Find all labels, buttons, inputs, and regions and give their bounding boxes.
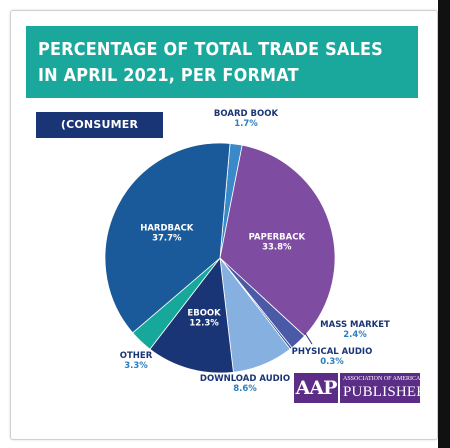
right-edge-shadow <box>438 0 450 448</box>
slice-value-paperback: 33.8% <box>262 242 292 252</box>
chart-title-line-2: IN APRIL 2021, PER FORMAT <box>38 66 299 86</box>
slice-label-ebook: EBOOK <box>187 309 221 319</box>
pie-slice-ebook <box>149 256 234 374</box>
slice-label-hardback: HARDBACK <box>140 224 194 234</box>
slice-value-mass-market: 2.4% <box>343 330 367 340</box>
slice-label-download-audio: DOWNLOAD AUDIO <box>200 374 290 384</box>
leader-line-physical-audio <box>304 332 313 345</box>
slice-label-paperback: PAPERBACK <box>249 232 306 242</box>
aap-logo-name: ASSOCIATION OF AMERICAN PUBLISHERS <box>340 373 435 403</box>
pie-slices <box>104 142 336 374</box>
slice-label-other: OTHER <box>120 351 153 361</box>
slice-value-ebook: 12.3% <box>189 319 219 329</box>
slice-value-other: 3.3% <box>124 361 148 371</box>
slice-label-board-book: BOARD BOOK <box>214 109 279 119</box>
slice-value-board-book: 1.7% <box>234 119 258 129</box>
pie-slice-hardback <box>104 142 231 334</box>
slice-value-hardback: 37.7% <box>152 234 182 244</box>
chart-subtitle: (CONSUMER BOOKS) <box>36 112 163 157</box>
pie-slice-paperback <box>219 144 336 337</box>
slice-value-download-audio: 8.6% <box>233 384 257 394</box>
slice-label-mass-market: MASS MARKET <box>320 320 390 330</box>
chart-title-line-1: PERCENTAGE OF TOTAL TRADE SALES <box>38 40 383 60</box>
aap-logo-name-line-1: ASSOCIATION OF AMERICAN <box>343 376 425 382</box>
aap-logo: AAP ASSOCIATION OF AMERICAN PUBLISHERS <box>294 373 435 403</box>
slice-value-physical-audio: 0.3% <box>320 357 344 367</box>
aap-logo-mark: AAP <box>294 373 338 403</box>
slice-label-physical-audio: PHYSICAL AUDIO <box>292 347 373 357</box>
title-banner: PERCENTAGE OF TOTAL TRADE SALES IN APRIL… <box>26 26 418 98</box>
aap-logo-name-line-2: PUBLISHERS <box>343 384 436 400</box>
